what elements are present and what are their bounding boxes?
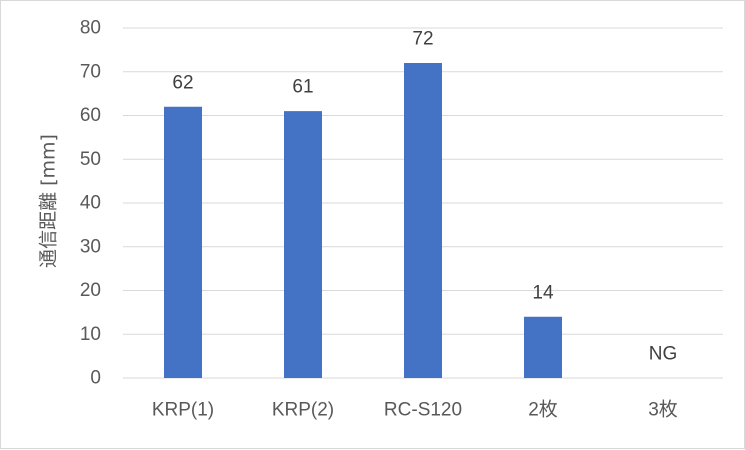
x-tick-label: RC-S120: [384, 400, 462, 421]
data-label: 61: [292, 77, 313, 98]
data-label: 72: [412, 29, 433, 50]
y-tick-label: 80: [80, 18, 101, 39]
x-tick-label: KRP(1): [152, 400, 214, 421]
y-tick-label: 0: [90, 368, 101, 389]
bar: [164, 106, 202, 378]
x-tick-label: 3枚: [648, 399, 678, 421]
y-tick-label: 70: [80, 61, 101, 82]
y-tick-label: 30: [80, 236, 101, 257]
y-axis-ticks: 0 10 20 30 40 50 60 70 80: [80, 18, 101, 389]
x-tick-label: 2枚: [528, 399, 558, 421]
data-labels: 62 61 72 14 NG: [172, 29, 677, 365]
y-tick-label: 20: [80, 280, 101, 301]
y-tick-label: 50: [80, 149, 101, 170]
bar: [524, 316, 562, 378]
data-label: 14: [532, 282, 554, 303]
bars: [164, 63, 562, 378]
bar: [284, 111, 322, 378]
y-tick-label: 40: [80, 193, 101, 214]
x-tick-label: KRP(2): [272, 400, 334, 421]
y-tick-label: 10: [80, 324, 101, 345]
y-axis-title: 通信距離 [mm]: [38, 134, 60, 268]
data-label: NG: [649, 344, 678, 365]
y-tick-label: 60: [80, 105, 101, 126]
bar: [404, 63, 442, 378]
data-label: 62: [172, 72, 193, 93]
x-axis-ticks: KRP(1) KRP(2) RC-S120 2枚 3枚: [152, 399, 678, 421]
